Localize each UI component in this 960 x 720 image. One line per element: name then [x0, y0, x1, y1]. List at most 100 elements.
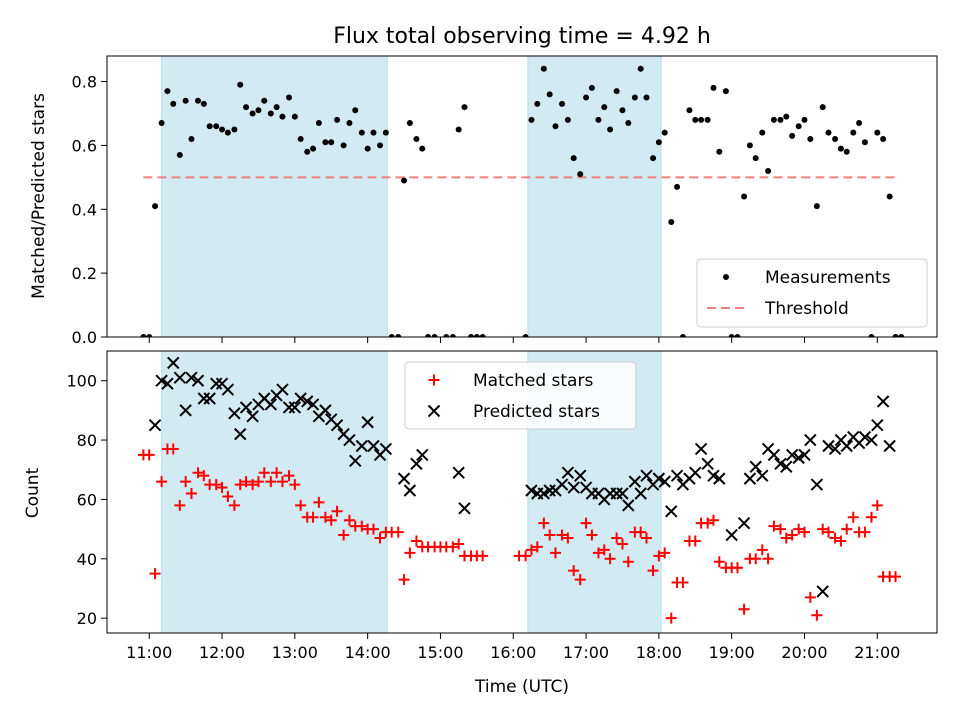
measurement-point [468, 334, 475, 337]
predicted-stars-point [276, 383, 289, 396]
x-axis-label: Time (UTC) [474, 677, 569, 697]
measurement-point [886, 193, 893, 200]
predicted-stars-point [185, 371, 198, 384]
bottom-y-tick-label: 80 [77, 431, 97, 450]
measurement-point [401, 177, 408, 184]
measurement-point [637, 65, 644, 72]
measurement-point [297, 136, 304, 143]
measurement-point [674, 183, 681, 190]
top-series-measurements [140, 65, 905, 337]
matched-stars-point [477, 550, 489, 562]
measurement-point [419, 145, 426, 152]
bottom-y-tick-label: 60 [77, 490, 97, 509]
measurement-point [431, 334, 438, 337]
matched-stars-point [549, 547, 561, 559]
measurement-point [783, 113, 790, 120]
matched-stars-point [453, 538, 465, 550]
measurement-point [722, 88, 729, 95]
matched-stars-point [713, 556, 725, 568]
matched-stars-point [774, 523, 786, 535]
measurement-point [382, 129, 389, 136]
matched-stars-point [149, 568, 161, 580]
matched-stars-point [307, 511, 319, 523]
predicted-stars-point [883, 439, 896, 453]
matched-stars-point [216, 482, 228, 494]
predicted-stars-point [694, 442, 708, 456]
predicted-stars-point [555, 478, 569, 491]
measurement-point [819, 104, 826, 111]
measurement-point [619, 107, 626, 114]
measurement-point [770, 116, 777, 123]
predicted-stars-point [871, 419, 884, 432]
matched-stars-point [811, 609, 823, 621]
measurement-point [364, 145, 371, 152]
matched-stars-point [622, 556, 634, 568]
matched-stars-point [635, 526, 647, 538]
measurement-point [601, 104, 608, 111]
top-shaded-span-2 [527, 56, 662, 337]
predicted-stars-point [210, 377, 223, 390]
measurement-point [286, 94, 293, 101]
matched-stars-point [865, 511, 877, 523]
measurement-point [334, 116, 341, 123]
matched-stars-point [143, 449, 155, 461]
measurement-point [195, 97, 202, 104]
predicted-stars-point [652, 472, 666, 485]
predicted-stars-point [737, 516, 751, 530]
predicted-stars-point [634, 487, 647, 500]
measurement-point [358, 129, 365, 136]
top-legend-entry-2: Threshold [764, 299, 849, 319]
predicted-stars-point [713, 472, 726, 485]
measurement-point [406, 120, 413, 127]
predicted-stars-point [301, 395, 314, 408]
predicted-stars-point [804, 433, 817, 447]
predicted-stars-point [707, 469, 720, 482]
measurement-point [224, 129, 231, 136]
measurement-point [650, 155, 657, 162]
measurement-point [449, 334, 456, 337]
predicted-stars-point [616, 487, 629, 500]
x-tick-label: 14:00 [345, 643, 391, 662]
matched-stars-point [544, 529, 556, 541]
matched-stars-point [198, 470, 210, 482]
matched-stars-point [689, 535, 701, 547]
predicted-stars-point [810, 478, 824, 491]
predicted-stars-point [155, 374, 168, 387]
matched-stars-point [574, 574, 586, 586]
measurement-point [655, 139, 662, 146]
measurement-point [370, 129, 377, 136]
predicted-stars-point [543, 484, 556, 497]
predicted-stars-point [537, 487, 551, 500]
matched-stars-point [592, 547, 604, 559]
measurement-point [534, 100, 541, 107]
matched-stars-point [702, 517, 714, 529]
measurement-point [679, 334, 686, 337]
matched-stars-point [890, 571, 901, 583]
predicted-stars-point [658, 475, 671, 488]
matched-stars-point [258, 467, 270, 479]
matched-stars-point [276, 476, 288, 488]
matched-stars-point [185, 487, 197, 499]
measurement-point [583, 94, 590, 101]
predicted-stars-point [840, 439, 853, 453]
matched-stars-point [525, 544, 537, 556]
measurement-point [795, 123, 802, 130]
matched-stars-point [210, 479, 222, 491]
matched-stars-point [283, 470, 295, 482]
top-shaded-span-1 [161, 56, 388, 337]
matched-stars-point [659, 547, 671, 559]
matched-stars-point [313, 496, 325, 508]
predicted-stars-point [574, 469, 587, 482]
predicted-stars-point [343, 433, 356, 447]
measurement-point [455, 126, 462, 133]
measurement-point [255, 107, 262, 114]
predicted-stars-point [148, 419, 162, 432]
measurement-point [564, 116, 571, 123]
measurement-point [668, 219, 675, 226]
legend-measurements-marker [723, 274, 729, 280]
measurement-point [746, 142, 753, 149]
predicted-stars-point [179, 404, 192, 417]
measurement-point [801, 116, 808, 123]
measurement-point [315, 120, 322, 127]
matched-stars-point [598, 544, 610, 556]
